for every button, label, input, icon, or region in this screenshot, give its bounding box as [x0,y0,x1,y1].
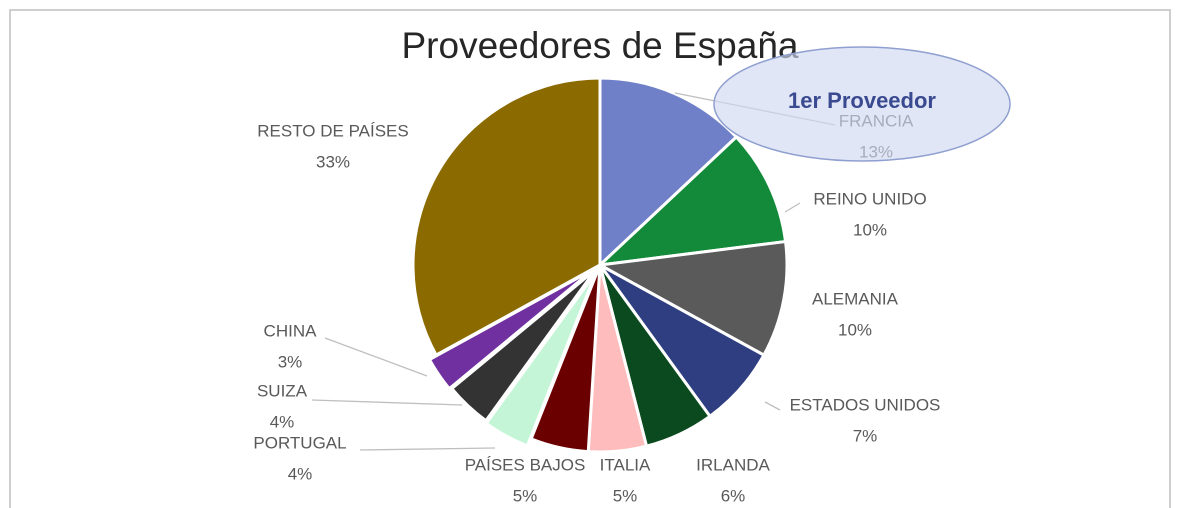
pie-slice [595,239,789,358]
chart-frame [9,9,1171,508]
category-label: PAÍSES BAJOS [465,455,586,474]
category-label: RESTO DE PAÍSES [257,121,408,140]
value-label: 4% [288,464,313,483]
value-label: 10% [853,220,887,239]
value-label: 7% [853,426,878,445]
annotation-ellipse [713,46,1011,162]
category-label: PORTUGAL [253,433,346,452]
category-label: CHINA [264,321,318,340]
leader-line [359,447,496,451]
category-label: ESTADOS UNIDOS [790,395,941,414]
pie-slice [449,268,598,423]
pie-slice [411,76,602,358]
chart-title: Proveedores de España [402,25,799,66]
category-label: SUIZA [257,381,308,400]
value-label: 3% [278,352,303,371]
leader-line [764,401,781,411]
value-label: 6% [721,486,746,505]
category-label: IRLANDA [696,455,770,474]
leader-line [784,202,801,213]
category-label: ITALIA [600,455,651,474]
value-label: 5% [613,486,638,505]
annotation: 1er Proveedor [788,88,936,113]
pie-slice [484,271,598,448]
value-label: 33% [316,152,350,171]
value-label: 4% [270,412,295,431]
leader-line [324,337,428,377]
value-label: 5% [513,486,538,505]
value-label: 10% [838,320,872,339]
category-label: REINO UNIDO [813,189,926,208]
leader-line [311,399,463,406]
pie-slice [427,268,595,391]
pie [411,76,789,454]
category-label: ALEMANIA [812,289,899,308]
pie-slice [595,134,788,268]
